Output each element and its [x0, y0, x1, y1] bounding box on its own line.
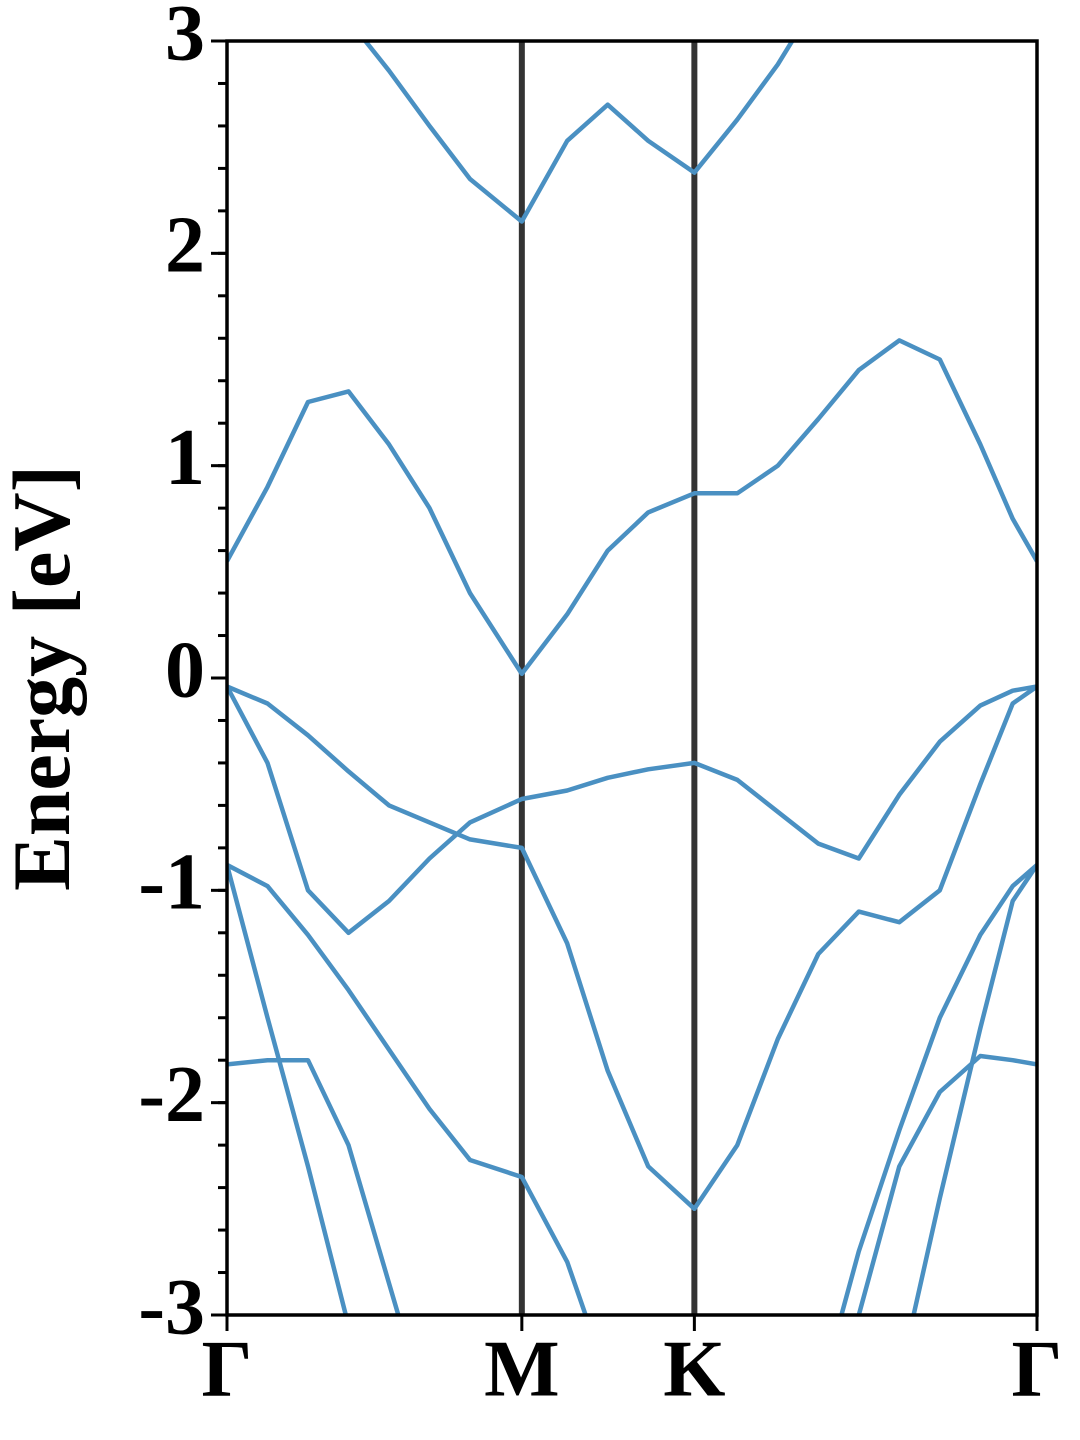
x-tick-label: M	[484, 1325, 560, 1413]
band-line	[227, 338, 1037, 677]
plot-frame	[225, 39, 1039, 1317]
band-line	[227, 684, 1037, 1212]
band-line	[227, 863, 1037, 1315]
y-tick-label: -3	[138, 1263, 205, 1351]
x-tick-label: Γ	[202, 1325, 253, 1413]
y-tick-label: 1	[165, 414, 205, 502]
band-line	[227, 684, 1037, 936]
y-tick-label: 3	[165, 0, 205, 77]
y-tick-label: -2	[138, 1051, 205, 1139]
y-tick-label: 2	[165, 202, 205, 290]
y-tick-label: 0	[165, 626, 205, 714]
y-axis-label: Energy [eV]	[0, 465, 87, 891]
plot-area	[227, 41, 1037, 1315]
band-line	[227, 1053, 1037, 1315]
band-line	[362, 41, 795, 224]
y-tick-label: -1	[138, 839, 205, 927]
x-tick-label: Γ	[1012, 1325, 1063, 1413]
x-tick-label: K	[663, 1325, 725, 1413]
band-line	[227, 862, 1037, 1315]
